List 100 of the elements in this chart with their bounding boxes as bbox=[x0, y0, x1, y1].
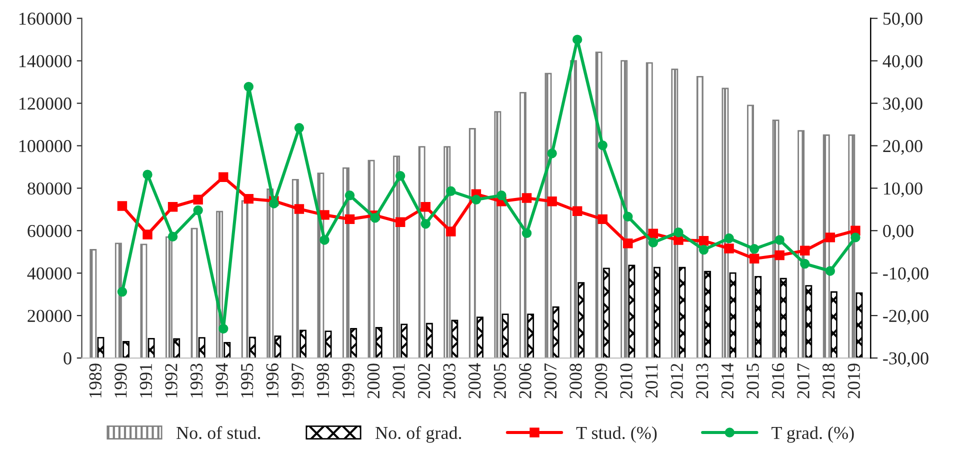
x-tick-label: 2001 bbox=[392, 364, 405, 398]
point bbox=[320, 210, 330, 220]
bar bbox=[646, 62, 653, 358]
bar bbox=[140, 244, 148, 358]
point bbox=[193, 205, 203, 216]
bar bbox=[754, 276, 762, 358]
point bbox=[623, 238, 633, 248]
bar bbox=[747, 104, 754, 358]
bar bbox=[90, 249, 97, 358]
point bbox=[749, 254, 760, 264]
x-tick-label: 2016 bbox=[772, 363, 784, 398]
point bbox=[547, 148, 557, 158]
bar bbox=[729, 272, 736, 358]
x-tick-label: 1991 bbox=[140, 364, 152, 398]
bar bbox=[653, 266, 660, 358]
bar bbox=[241, 200, 248, 358]
point bbox=[825, 266, 836, 276]
point bbox=[294, 204, 304, 214]
point bbox=[142, 170, 152, 180]
bar bbox=[570, 60, 578, 358]
point bbox=[698, 236, 709, 246]
point bbox=[344, 190, 355, 200]
x-tick-label: 2004 bbox=[468, 363, 481, 398]
point bbox=[774, 250, 784, 260]
y-tick-label: 140000 bbox=[19, 55, 72, 68]
bar bbox=[173, 338, 180, 358]
y-tick-label: 60000 bbox=[28, 224, 72, 238]
point bbox=[598, 140, 608, 150]
legend-label: T grad. (%) bbox=[772, 426, 854, 443]
point bbox=[648, 238, 658, 248]
point bbox=[724, 244, 734, 254]
bar bbox=[224, 342, 231, 358]
bar bbox=[696, 76, 704, 358]
bar bbox=[671, 68, 678, 358]
bar bbox=[444, 146, 451, 358]
legend-label: No. of stud. bbox=[176, 426, 260, 440]
bar bbox=[393, 156, 400, 358]
point bbox=[193, 194, 203, 205]
point bbox=[344, 214, 355, 224]
bar bbox=[620, 60, 628, 358]
point bbox=[674, 235, 684, 245]
x-tick-label: 2019 bbox=[848, 364, 860, 398]
y-tick-label: 120000 bbox=[19, 98, 72, 110]
bar bbox=[476, 316, 484, 358]
bar bbox=[97, 336, 104, 358]
point bbox=[825, 232, 836, 242]
bar bbox=[848, 134, 856, 358]
point bbox=[522, 193, 532, 203]
y2-tick-label: -20,00 bbox=[883, 310, 928, 325]
x-tick-label: 1998 bbox=[316, 364, 330, 398]
bar bbox=[166, 236, 172, 358]
point bbox=[850, 232, 860, 242]
x-tick-label: 1997 bbox=[292, 363, 304, 398]
point bbox=[774, 235, 784, 245]
x-tick-label: 2008 bbox=[570, 364, 582, 398]
point bbox=[269, 198, 279, 208]
legend-label: T stud. (%) bbox=[576, 426, 657, 443]
bar bbox=[602, 268, 610, 358]
y-tick-label: 160000 bbox=[19, 12, 72, 25]
bar bbox=[375, 326, 382, 358]
bar bbox=[342, 167, 350, 358]
point bbox=[698, 244, 709, 255]
point bbox=[800, 246, 810, 256]
point bbox=[471, 194, 482, 205]
x-tick-label: 2014 bbox=[721, 363, 734, 398]
bar bbox=[418, 146, 426, 358]
bar bbox=[266, 188, 274, 358]
x-tick-label: 2002 bbox=[418, 364, 430, 398]
x-tick-label: 2010 bbox=[620, 364, 632, 398]
bar bbox=[122, 340, 130, 358]
point bbox=[117, 201, 128, 211]
point bbox=[724, 233, 734, 244]
bar bbox=[300, 330, 306, 358]
bar bbox=[292, 179, 299, 358]
bar bbox=[527, 314, 534, 358]
x-tick-label: 1990 bbox=[114, 364, 127, 398]
bar bbox=[519, 92, 526, 358]
x-tick-label: 2005 bbox=[494, 364, 506, 398]
bar bbox=[830, 291, 838, 358]
x-tick-label: 1999 bbox=[342, 364, 354, 398]
x-tick-label: 2017 bbox=[797, 363, 810, 398]
point bbox=[168, 202, 178, 212]
point bbox=[395, 217, 406, 228]
bar bbox=[856, 292, 863, 358]
x-tick-label: 2011 bbox=[646, 364, 658, 398]
point bbox=[420, 202, 430, 212]
x-tick-label: 1995 bbox=[241, 364, 254, 398]
point bbox=[674, 227, 684, 238]
bar bbox=[628, 264, 636, 358]
x-tick-label: 2007 bbox=[544, 363, 557, 398]
y-tick-label: 20000 bbox=[28, 310, 72, 322]
bar bbox=[451, 320, 458, 358]
bar bbox=[324, 330, 332, 358]
y2-tick-label: 0,00 bbox=[883, 224, 914, 240]
bar bbox=[148, 338, 155, 358]
y2-tick-label: 10,00 bbox=[884, 182, 922, 198]
bar bbox=[274, 335, 282, 358]
point bbox=[572, 34, 582, 44]
point bbox=[446, 186, 456, 196]
x-tick-label: 1996 bbox=[266, 363, 278, 398]
